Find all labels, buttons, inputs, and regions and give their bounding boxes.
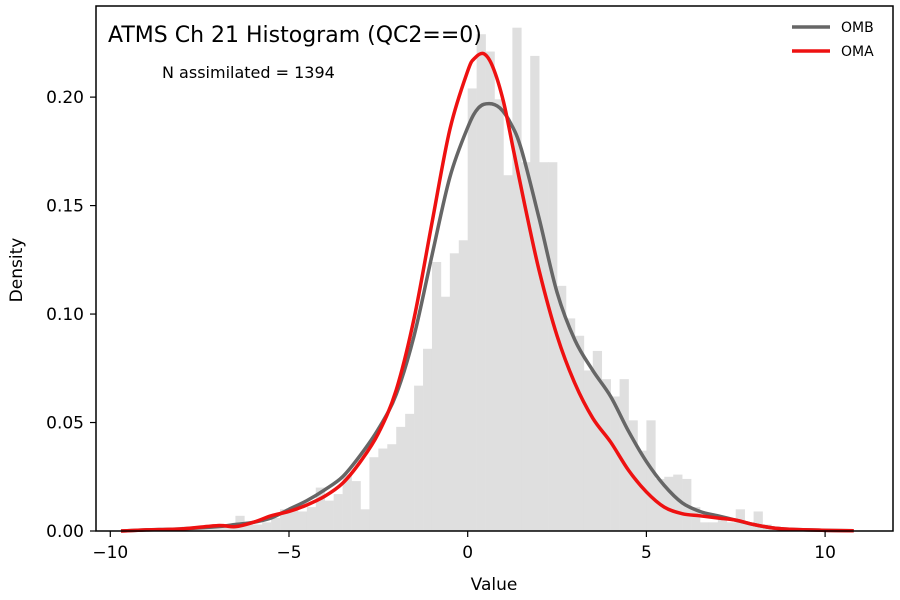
x-tick-label: 10 bbox=[814, 543, 836, 563]
y-tick-label: 0.15 bbox=[46, 197, 84, 217]
plot-frame bbox=[95, 5, 894, 532]
chart-title: ATMS Ch 21 Histogram (QC2==0) bbox=[108, 23, 482, 48]
histogram-bar bbox=[637, 450, 647, 531]
histogram-bar bbox=[574, 335, 585, 531]
histogram-bar bbox=[601, 379, 611, 531]
histogram-bar bbox=[691, 507, 701, 531]
x-tick-label: −5 bbox=[276, 543, 301, 563]
histogram-bar bbox=[530, 55, 540, 531]
histogram-bar bbox=[253, 524, 263, 531]
histogram-bar bbox=[244, 524, 254, 531]
histogram-bar bbox=[458, 240, 468, 531]
density-curve-oma bbox=[120, 51, 854, 533]
legend: OMB OMA bbox=[792, 20, 874, 60]
histogram-bar bbox=[485, 51, 495, 531]
histogram-bar bbox=[673, 474, 683, 531]
histogram-bar bbox=[297, 511, 308, 531]
histogram-bar bbox=[583, 370, 594, 531]
x-tick-label: 5 bbox=[641, 543, 652, 563]
histogram-bar bbox=[405, 413, 415, 531]
histogram-bar bbox=[414, 385, 424, 531]
x-tick-label: −10 bbox=[92, 543, 128, 563]
histogram-bar bbox=[592, 350, 603, 531]
histogram-bar bbox=[449, 253, 460, 531]
y-tick-label: 0.10 bbox=[46, 305, 84, 325]
histogram-bars bbox=[181, 27, 790, 531]
histogram-bar bbox=[262, 522, 272, 531]
histogram-bar bbox=[565, 318, 576, 531]
density-curves bbox=[120, 51, 854, 533]
histogram-bar bbox=[369, 457, 379, 531]
histogram-bar bbox=[396, 426, 406, 531]
histogram-bar bbox=[431, 261, 442, 531]
histogram-bar bbox=[342, 474, 352, 531]
x-tick-label: 0 bbox=[462, 543, 473, 563]
histogram-bar bbox=[271, 517, 281, 531]
legend-omb-label: OMB bbox=[841, 20, 874, 36]
histogram-bar bbox=[548, 162, 558, 531]
histogram-bar bbox=[700, 522, 710, 531]
histogram-bar bbox=[557, 285, 567, 531]
y-tick-label: 0.20 bbox=[46, 88, 84, 108]
histogram-bar bbox=[288, 509, 299, 531]
histogram-bar bbox=[664, 476, 674, 531]
histogram-bar bbox=[503, 175, 513, 531]
histogram-bar bbox=[208, 526, 218, 531]
histogram-bar bbox=[360, 509, 370, 531]
histogram-bar bbox=[708, 522, 719, 531]
y-axis-label: Density bbox=[7, 238, 27, 303]
x-axis-label: Value bbox=[471, 575, 518, 595]
histogram-bar bbox=[423, 348, 433, 531]
histogram-bar bbox=[646, 420, 656, 531]
histogram-bar bbox=[619, 379, 629, 531]
histogram-bar bbox=[306, 507, 317, 531]
histogram-bar bbox=[199, 528, 209, 531]
histogram-bar bbox=[315, 487, 326, 531]
histogram-bar bbox=[494, 99, 504, 531]
histogram-bar bbox=[539, 162, 549, 531]
histogram-bar bbox=[726, 522, 737, 531]
histogram-bar bbox=[476, 34, 486, 531]
legend-oma-label: OMA bbox=[841, 44, 874, 60]
histogram-bar bbox=[280, 509, 290, 531]
y-axis-ticks: 0.00 0.05 0.10 0.15 0.20 bbox=[46, 88, 96, 542]
x-axis-ticks: −10 −5 0 5 10 bbox=[92, 531, 836, 563]
n-assimilated-annotation: N assimilated = 1394 bbox=[162, 63, 335, 82]
histogram-bar bbox=[521, 162, 531, 531]
y-tick-label: 0.05 bbox=[46, 414, 84, 434]
histogram-bar bbox=[333, 494, 343, 531]
histogram-bar bbox=[387, 444, 397, 531]
y-tick-label: 0.00 bbox=[46, 522, 84, 542]
histogram-bar bbox=[467, 88, 477, 531]
histogram-bar bbox=[744, 522, 754, 531]
histogram-bar bbox=[512, 27, 522, 531]
histogram-bar bbox=[610, 396, 620, 531]
histogram-bar bbox=[717, 517, 728, 531]
histogram-bar bbox=[440, 296, 451, 531]
histogram-bar bbox=[378, 448, 388, 531]
histogram-bar bbox=[351, 481, 361, 531]
histogram-bar bbox=[753, 511, 763, 531]
histogram-bar bbox=[324, 500, 334, 531]
